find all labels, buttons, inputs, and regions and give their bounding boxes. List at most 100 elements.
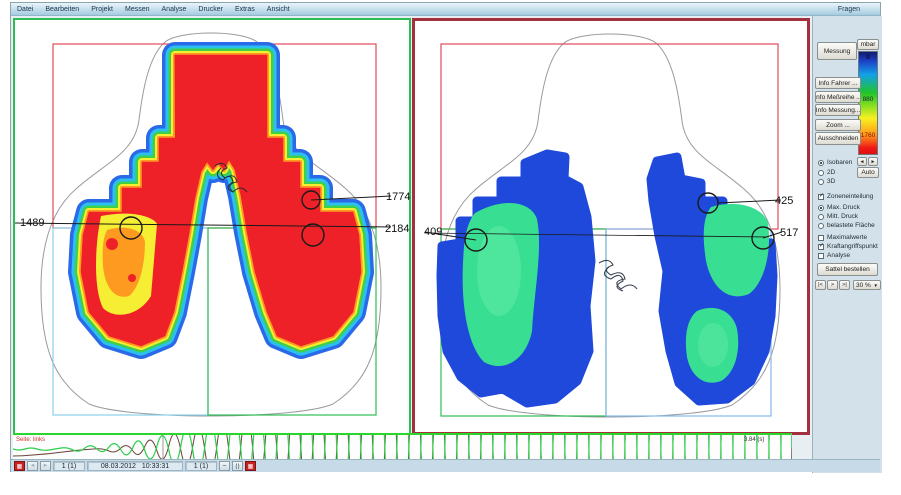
messung-button[interactable]: Messung — [817, 42, 857, 60]
pressure-value-label: 2184 — [385, 223, 410, 235]
radio-2d[interactable]: 2D — [818, 169, 835, 176]
radio-label: Mitt. Druck — [827, 213, 859, 220]
left-pressure-map-panel[interactable] — [13, 18, 411, 435]
radio-label: Isobaren — [827, 159, 853, 166]
radio-icon — [818, 213, 824, 220]
checkbox-analyse[interactable]: Analyse — [818, 252, 850, 259]
colorbar-tick-mid: 880 — [862, 96, 874, 103]
pressure-value-label: 425 — [775, 195, 794, 207]
radio-icon — [818, 222, 824, 229]
zoom-button[interactable]: Zoom ... — [815, 119, 861, 131]
nav-next-button[interactable]: > — [827, 280, 838, 290]
menu-extras[interactable]: Extras — [234, 5, 255, 13]
radio-label: 3D — [827, 178, 836, 185]
radio-belastete-flaeche[interactable]: belastete Fläche — [818, 222, 875, 229]
colorbar-left-arrow-button[interactable]: ◄ — [857, 157, 867, 166]
menu-drucker[interactable]: Drucker — [198, 5, 223, 13]
checkbox-maximalwerte[interactable]: Maximalwerte — [818, 234, 867, 241]
auto-scale-button[interactable]: Auto — [857, 167, 879, 178]
app-window: Datei Bearbeiten Projekt Messen Analyse … — [10, 2, 882, 473]
menu-projekt[interactable]: Projekt — [91, 5, 113, 13]
right-pressure-map — [424, 33, 783, 418]
date-value: 08.03.2012 — [100, 462, 136, 470]
menu-bearbeiten[interactable]: Bearbeiten — [45, 5, 80, 13]
colorbar-tick-min: 0 — [866, 54, 870, 61]
menu-bar: Datei Bearbeiten Projekt Messen Analyse … — [11, 3, 880, 16]
minus-icon[interactable]: – — [219, 461, 230, 471]
next-frame-button[interactable]: ► — [40, 461, 51, 471]
wave-legend: Seite: links — [16, 437, 46, 443]
pressure-value-label: 1774 — [386, 191, 411, 203]
left-pressure-map — [15, 32, 392, 417]
menu-datei[interactable]: Datei — [17, 5, 34, 13]
pressure-point-marker — [697, 192, 719, 214]
saddle-outline — [439, 33, 781, 418]
center-scribble — [214, 162, 248, 193]
playback-speed-select[interactable]: 30 % ▼ — [853, 280, 881, 290]
pressure-value-label: 517 — [780, 227, 799, 239]
radio-icon — [818, 204, 824, 211]
speed-value: 30 % — [856, 281, 871, 289]
chevron-down-icon: ▼ — [873, 282, 878, 288]
pressure-point-marker — [301, 190, 321, 210]
center-scribble — [598, 259, 638, 292]
checkbox-icon — [818, 234, 824, 241]
nav-first-button[interactable]: |< — [815, 280, 826, 290]
checkbox-label: Maximalwerte — [827, 234, 868, 241]
ausschneiden-button[interactable]: Ausschneiden — [815, 132, 861, 145]
radio-icon — [818, 169, 824, 176]
sattel-bestellen-button[interactable]: Sattel bestellen — [817, 263, 878, 276]
info-messung-button[interactable]: Info Messung... — [815, 104, 861, 116]
pressure-point-marker — [751, 226, 775, 250]
menu-fragen[interactable]: Fragen — [837, 5, 860, 13]
radio-label: belastete Fläche — [827, 222, 875, 229]
radio-3d[interactable]: 3D — [818, 178, 835, 185]
menu-messen[interactable]: Messen — [125, 5, 150, 13]
checkbox-icon — [818, 243, 824, 250]
record-icon[interactable]: ▦ — [14, 461, 25, 471]
radio-label: 2D — [827, 169, 836, 176]
frame-counter: 1 (1) — [53, 461, 85, 471]
menu-analyse[interactable]: Analyse — [161, 5, 187, 13]
checkbox-label: Kraftangriffspunkt — [827, 243, 878, 250]
tag-icon[interactable]: ⟨⟩ — [232, 461, 243, 471]
radio-isobaren[interactable]: Isobaren — [818, 159, 852, 166]
pressure-point-marker — [301, 223, 325, 247]
checkbox-label: Analyse — [827, 252, 851, 259]
pressure-point-marker — [464, 228, 488, 252]
pressure-point-marker — [119, 216, 143, 240]
saddle-outline — [40, 32, 382, 417]
menu-ansicht[interactable]: Ansicht — [266, 5, 290, 13]
record-icon-2[interactable]: ▦ — [245, 461, 256, 471]
radio-max-druck[interactable]: Max. Druck — [818, 204, 860, 211]
checkbox-label: Zoneneinteilung — [827, 193, 874, 200]
radio-icon — [818, 178, 824, 185]
right-pressure-map-panel[interactable] — [412, 18, 810, 435]
info-messreihe-button[interactable]: Info Meßreihe ... — [815, 91, 861, 103]
force-waveform — [13, 435, 792, 459]
status-bar: ▦ ◄ ► 1 (1) 08.03.2012 10:33:31 1 (1) – … — [11, 459, 880, 472]
checkbox-icon — [818, 252, 824, 259]
colorbar-tick-max: 1760 — [860, 132, 876, 139]
right-lobe — [646, 152, 778, 406]
unit-button[interactable]: mbar — [857, 39, 879, 50]
left-lobe — [436, 149, 596, 408]
wave-time-label: 3.84 (s) — [744, 437, 765, 443]
pressure-colorbar: 0 880 1760 — [858, 51, 878, 155]
time-value: 10:33:31 — [141, 462, 170, 470]
colorbar-right-arrow-button[interactable]: ► — [868, 157, 878, 166]
force-timeline-strip[interactable]: Seite: links 3.84 (s) — [13, 433, 792, 459]
checkbox-icon — [818, 193, 824, 200]
radio-icon — [818, 159, 824, 166]
pressure-value-label: 1489 — [20, 217, 45, 229]
prev-frame-button[interactable]: ◄ — [27, 461, 38, 471]
checkbox-zoneneinteilung[interactable]: Zoneneinteilung — [818, 193, 873, 200]
nav-last-button[interactable]: >| — [839, 280, 850, 290]
checkbox-kraftangriffspunkt[interactable]: Kraftangriffspunkt — [818, 243, 878, 250]
radio-mitt-druck[interactable]: Mitt. Druck — [818, 213, 858, 220]
info-fahrer-button[interactable]: Info Fahrer ... — [815, 77, 861, 89]
control-sidebar: Messung mbar 0 880 1760 ◄ ► Auto Info Fa… — [812, 16, 882, 473]
frame-counter-2: 1 (1) — [185, 461, 217, 471]
pressure-value-label: 409 — [424, 226, 443, 238]
datetime-field: 08.03.2012 10:33:31 — [87, 461, 183, 471]
